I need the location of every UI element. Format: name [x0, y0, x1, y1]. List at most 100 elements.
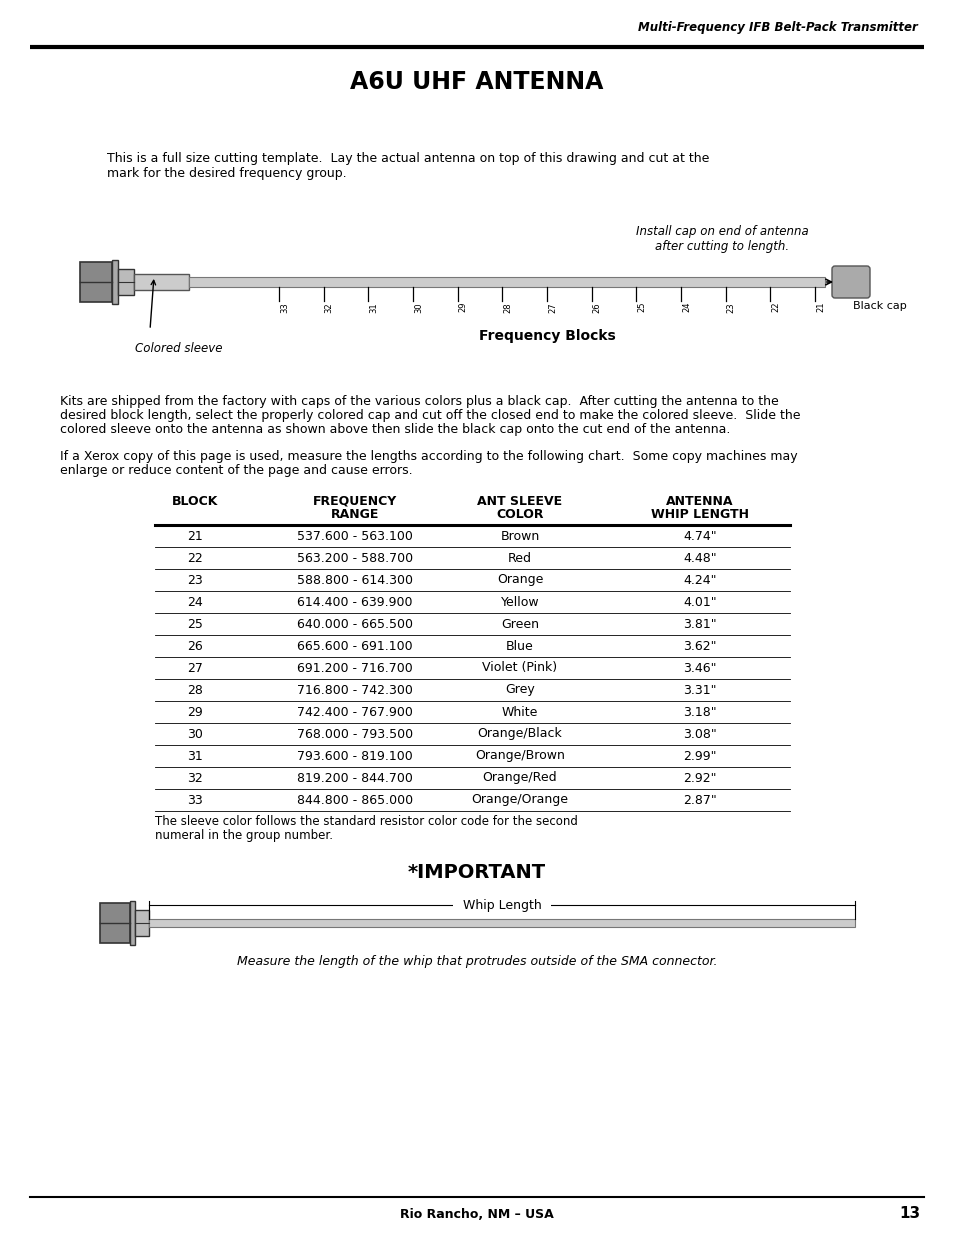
- Text: 29: 29: [458, 303, 467, 312]
- Text: 3.31": 3.31": [682, 683, 716, 697]
- Bar: [80, 262, 112, 303]
- Text: 28: 28: [503, 303, 512, 312]
- Text: 27: 27: [187, 662, 203, 674]
- Text: 26: 26: [187, 640, 203, 652]
- Text: 23: 23: [187, 573, 203, 587]
- Text: Orange: Orange: [497, 573, 542, 587]
- Text: colored sleeve onto the antenna as shown above then slide the black cap onto the: colored sleeve onto the antenna as shown…: [60, 424, 730, 436]
- Bar: [133, 274, 189, 290]
- Text: 31: 31: [369, 303, 378, 312]
- Text: 4.74": 4.74": [682, 530, 716, 542]
- Text: Blue: Blue: [506, 640, 534, 652]
- Bar: [135, 910, 149, 936]
- Text: Multi-Frequency IFB Belt-Pack Transmitter: Multi-Frequency IFB Belt-Pack Transmitte…: [638, 21, 917, 35]
- Text: 33: 33: [187, 794, 203, 806]
- Text: Install cap on end of antenna: Install cap on end of antenna: [635, 225, 807, 238]
- Text: 3.18": 3.18": [682, 705, 716, 719]
- Text: Orange/Brown: Orange/Brown: [475, 750, 564, 762]
- Text: Yellow: Yellow: [500, 595, 538, 609]
- Text: COLOR: COLOR: [496, 508, 543, 521]
- Text: 819.200 - 844.700: 819.200 - 844.700: [296, 772, 413, 784]
- Text: 588.800 - 614.300: 588.800 - 614.300: [296, 573, 413, 587]
- Text: 32: 32: [187, 772, 203, 784]
- Text: Kits are shipped from the factory with caps of the various colors plus a black c: Kits are shipped from the factory with c…: [60, 395, 778, 408]
- Text: Orange/Orange: Orange/Orange: [471, 794, 568, 806]
- Text: ANTENNA: ANTENNA: [665, 495, 733, 508]
- Text: 742.400 - 767.900: 742.400 - 767.900: [296, 705, 413, 719]
- Text: 768.000 - 793.500: 768.000 - 793.500: [296, 727, 413, 741]
- Text: 23: 23: [726, 303, 735, 312]
- Text: Black cap: Black cap: [852, 301, 905, 311]
- Text: RANGE: RANGE: [331, 508, 378, 521]
- Text: 30: 30: [187, 727, 203, 741]
- Text: Colored sleeve: Colored sleeve: [135, 342, 222, 354]
- Text: 24: 24: [681, 303, 690, 312]
- Text: Orange/Red: Orange/Red: [482, 772, 557, 784]
- Text: If a Xerox copy of this page is used, measure the lengths according to the follo: If a Xerox copy of this page is used, me…: [60, 450, 797, 463]
- Bar: [130, 902, 135, 945]
- Text: 24: 24: [187, 595, 203, 609]
- Text: 22: 22: [187, 552, 203, 564]
- Text: Whip Length: Whip Length: [455, 899, 549, 911]
- Bar: [112, 261, 118, 304]
- Text: 32: 32: [324, 303, 334, 312]
- Text: enlarge or reduce content of the page and cause errors.: enlarge or reduce content of the page an…: [60, 464, 413, 477]
- Bar: [100, 903, 130, 944]
- Text: 4.24": 4.24": [682, 573, 716, 587]
- Text: 640.000 - 665.500: 640.000 - 665.500: [296, 618, 413, 631]
- Text: 2.87": 2.87": [682, 794, 716, 806]
- Text: Frequency Blocks: Frequency Blocks: [478, 329, 615, 343]
- Text: 25: 25: [187, 618, 203, 631]
- Text: 4.48": 4.48": [682, 552, 716, 564]
- Text: 3.62": 3.62": [682, 640, 716, 652]
- Text: 614.400 - 639.900: 614.400 - 639.900: [297, 595, 413, 609]
- Bar: [189, 277, 824, 287]
- Text: This is a full size cutting template.  Lay the actual antenna on top of this dra: This is a full size cutting template. La…: [107, 152, 709, 165]
- Text: desired block length, select the properly colored cap and cut off the closed end: desired block length, select the properl…: [60, 409, 800, 422]
- Text: Red: Red: [507, 552, 532, 564]
- Text: after cutting to length.: after cutting to length.: [655, 240, 788, 253]
- Text: The sleeve color follows the standard resistor color code for the second: The sleeve color follows the standard re…: [154, 815, 578, 827]
- Text: 33: 33: [280, 303, 289, 312]
- FancyBboxPatch shape: [831, 266, 869, 298]
- Text: 26: 26: [592, 303, 601, 312]
- Text: 2.99": 2.99": [682, 750, 716, 762]
- Text: WHIP LENGTH: WHIP LENGTH: [650, 508, 748, 521]
- Text: numeral in the group number.: numeral in the group number.: [154, 829, 333, 842]
- Text: 27: 27: [547, 303, 557, 312]
- Text: A6U UHF ANTENNA: A6U UHF ANTENNA: [350, 70, 603, 94]
- Text: *IMPORTANT: *IMPORTANT: [408, 863, 545, 882]
- Text: 25: 25: [637, 303, 645, 312]
- Text: 3.46": 3.46": [682, 662, 716, 674]
- Text: 537.600 - 563.100: 537.600 - 563.100: [296, 530, 413, 542]
- Text: 13: 13: [898, 1207, 919, 1221]
- Text: Violet (Pink): Violet (Pink): [482, 662, 557, 674]
- Text: FREQUENCY: FREQUENCY: [313, 495, 396, 508]
- Text: 844.800 - 865.000: 844.800 - 865.000: [296, 794, 413, 806]
- Text: 21: 21: [187, 530, 203, 542]
- Bar: [118, 269, 133, 295]
- Text: 716.800 - 742.300: 716.800 - 742.300: [296, 683, 413, 697]
- Bar: [149, 919, 854, 927]
- Text: BLOCK: BLOCK: [172, 495, 218, 508]
- Text: 22: 22: [771, 303, 780, 312]
- Text: 793.600 - 819.100: 793.600 - 819.100: [296, 750, 413, 762]
- Text: ANT SLEEVE: ANT SLEEVE: [476, 495, 562, 508]
- Text: Measure the length of the whip that protrudes outside of the SMA connector.: Measure the length of the whip that prot…: [236, 955, 717, 968]
- Text: 30: 30: [414, 303, 422, 312]
- Text: 21: 21: [815, 303, 824, 312]
- Text: Orange/Black: Orange/Black: [477, 727, 561, 741]
- Text: Rio Rancho, NM – USA: Rio Rancho, NM – USA: [399, 1208, 554, 1220]
- Text: mark for the desired frequency group.: mark for the desired frequency group.: [107, 167, 346, 180]
- Text: 563.200 - 588.700: 563.200 - 588.700: [296, 552, 413, 564]
- Text: 31: 31: [187, 750, 203, 762]
- Text: 29: 29: [187, 705, 203, 719]
- Text: Green: Green: [500, 618, 538, 631]
- Text: 2.92": 2.92": [682, 772, 716, 784]
- Text: 4.01": 4.01": [682, 595, 716, 609]
- Text: 28: 28: [187, 683, 203, 697]
- Text: 665.600 - 691.100: 665.600 - 691.100: [297, 640, 413, 652]
- Text: 3.08": 3.08": [682, 727, 716, 741]
- Text: Grey: Grey: [504, 683, 535, 697]
- Text: Brown: Brown: [500, 530, 539, 542]
